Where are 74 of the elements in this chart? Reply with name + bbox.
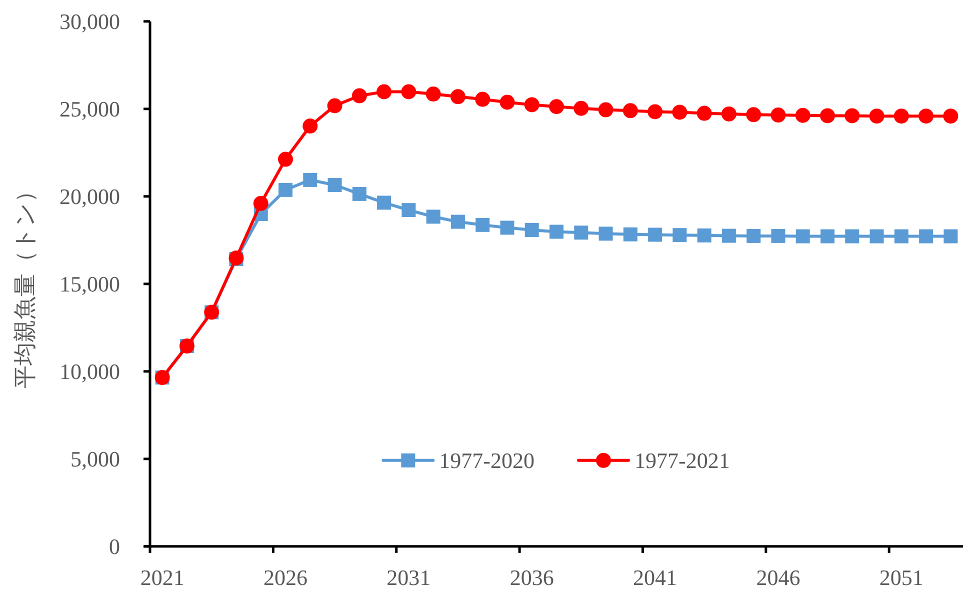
point — [352, 88, 367, 104]
point — [303, 172, 318, 187]
point — [574, 100, 589, 116]
point — [450, 89, 466, 104]
point — [327, 98, 342, 114]
point — [550, 224, 564, 239]
point — [870, 229, 884, 244]
point — [845, 229, 860, 244]
point — [918, 108, 934, 124]
point — [722, 228, 736, 243]
point — [672, 228, 687, 242]
point — [549, 99, 564, 114]
point — [278, 152, 293, 167]
point — [574, 226, 588, 240]
y-tick-label: 5,000 — [70, 446, 120, 472]
point — [770, 108, 786, 123]
point — [598, 102, 614, 118]
y-tick-label: 15,000 — [60, 271, 120, 296]
point — [328, 178, 342, 192]
point — [476, 218, 490, 232]
point — [844, 108, 860, 124]
point — [253, 196, 268, 211]
point — [943, 108, 958, 124]
point — [401, 84, 416, 100]
point — [697, 228, 712, 242]
legend-label: 1977-2020 — [439, 448, 534, 473]
point — [869, 108, 884, 124]
point — [352, 186, 366, 201]
y-tick-label: 30,000 — [60, 8, 120, 34]
point — [475, 92, 490, 107]
point — [696, 106, 712, 121]
x-tick-label: 2026 — [264, 565, 308, 590]
x-tick-label: 2036 — [510, 565, 554, 590]
point — [500, 94, 515, 110]
legend-label: 1977-2021 — [634, 448, 730, 473]
point — [622, 103, 638, 118]
point — [402, 203, 416, 218]
point — [426, 86, 441, 102]
point — [919, 229, 934, 244]
point — [746, 228, 761, 243]
x-tick-label: 2021 — [140, 565, 184, 590]
point — [648, 228, 662, 242]
point — [820, 229, 834, 244]
point — [894, 108, 909, 124]
y-tick-label: 0 — [109, 534, 120, 559]
point — [302, 118, 318, 134]
point — [672, 104, 688, 120]
point — [500, 220, 514, 235]
point — [377, 196, 392, 210]
point — [746, 107, 762, 122]
point — [376, 84, 392, 100]
point — [648, 104, 663, 120]
point — [795, 108, 810, 123]
point — [796, 229, 810, 244]
point — [524, 223, 539, 237]
point — [721, 106, 736, 122]
point — [450, 214, 465, 229]
x-tick-label: 2041 — [633, 565, 678, 590]
point — [894, 229, 908, 244]
point — [771, 228, 786, 243]
point — [820, 108, 835, 124]
x-tick-label: 2046 — [756, 565, 800, 590]
y-tick-label: 10,000 — [60, 358, 120, 384]
point — [944, 229, 958, 244]
point — [524, 97, 540, 112]
x-tick-label: 2031 — [386, 565, 431, 590]
point — [278, 182, 292, 197]
point — [598, 226, 613, 241]
y-tick-label: 20,000 — [60, 184, 120, 209]
x-tick-label: 2051 — [879, 565, 924, 590]
point — [623, 227, 638, 242]
y-tick-label: 25,000 — [60, 96, 120, 122]
y-axis-title: 平均親魚量（トン） — [12, 179, 38, 388]
point — [426, 210, 440, 224]
